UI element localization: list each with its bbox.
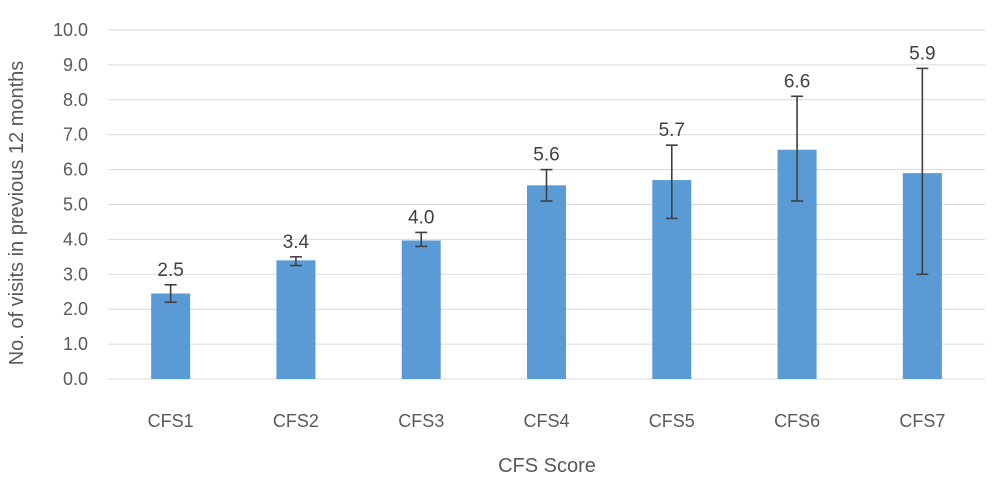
bar: [527, 185, 566, 379]
x-tick-label: CFS6: [774, 411, 820, 431]
error-bar: [791, 95, 804, 202]
y-tick-label: 4.0: [63, 229, 88, 249]
x-tick-label: CFS5: [649, 411, 695, 431]
y-tick-label: 9.0: [63, 55, 88, 75]
x-tick-label: CFS4: [523, 411, 569, 431]
x-axis-title: CFS Score: [498, 455, 596, 477]
y-tick-label: 5.0: [63, 195, 88, 215]
error-bars: [164, 67, 929, 304]
bar: [276, 260, 316, 379]
data-label: 5.9: [909, 43, 935, 64]
y-tick-label: 10.0: [53, 20, 88, 40]
bars: [151, 149, 942, 379]
error-bar: [164, 283, 177, 304]
x-tick-label: CFS2: [273, 411, 319, 431]
data-label: 3.4: [283, 232, 310, 253]
y-tick-label: 8.0: [63, 90, 88, 110]
y-tick-label: 2.0: [63, 299, 88, 319]
y-tick-label: 7.0: [63, 125, 88, 145]
error-bar: [665, 144, 678, 220]
data-label: 6.6: [784, 71, 810, 92]
x-tick-label: CFS3: [398, 411, 444, 431]
y-tick-label: 6.0: [63, 160, 88, 180]
data-label: 5.6: [533, 145, 559, 166]
bar: [401, 240, 441, 379]
y-tick-label: 0.0: [63, 369, 88, 389]
bar: [151, 293, 191, 379]
x-tick-label: CFS1: [148, 411, 194, 431]
error-bar: [415, 231, 428, 248]
y-axis-title: No. of visits in previous 12 months: [6, 61, 28, 366]
x-axis-ticks: CFS1 CFS2 CFS3 CFS4 CFS5 CFS6 CFS7: [148, 411, 946, 431]
data-label: 2.5: [157, 260, 183, 281]
y-tick-label: 3.0: [63, 264, 88, 284]
y-axis-ticks: 0.0 1.0 2.0 3.0 4.0 5.0 6.0 7.0 8.0 9.0 10.0: [53, 20, 88, 389]
error-bar: [540, 168, 553, 202]
data-label: 5.7: [659, 120, 685, 141]
error-bar: [289, 256, 302, 267]
data-label: 4.0: [408, 207, 434, 228]
data-labels: 2.5 3.4 4.0 5.6 5.7 6.6 5.9: [157, 43, 935, 280]
x-tick-label: CFS7: [899, 411, 945, 431]
y-tick-label: 1.0: [63, 334, 88, 354]
error-bar: [916, 67, 929, 276]
